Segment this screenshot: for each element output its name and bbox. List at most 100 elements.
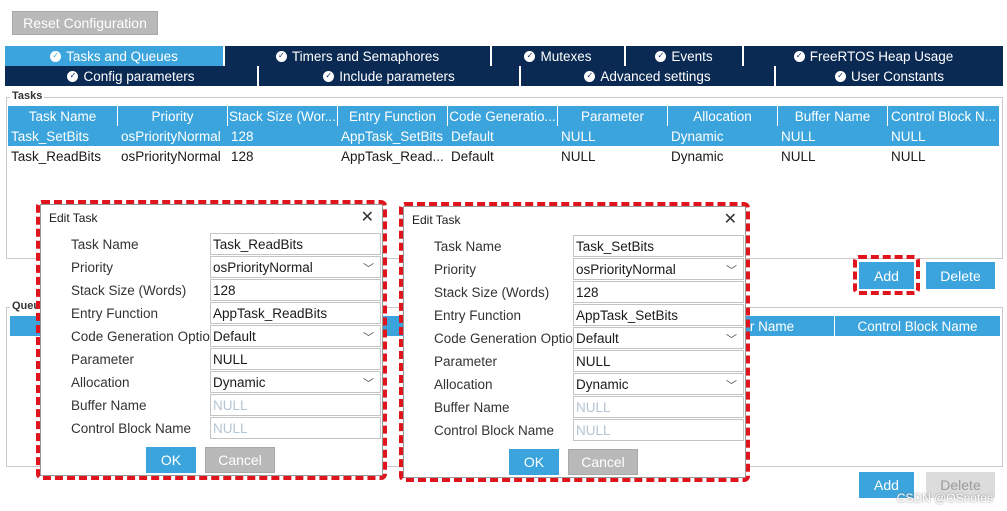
column-header[interactable]: Allocation (668, 106, 778, 126)
table-cell: NULL (561, 128, 596, 144)
tab-row-secondary: ✓ Config parameters ✓ Include parameters ✓… (5, 66, 1003, 86)
table-row[interactable]: Task_ReadBits osPriorityNormal 128 AppTa… (8, 146, 999, 166)
column-header[interactable]: Control Block Name (835, 316, 1000, 336)
stack-size-input[interactable]: 128 (573, 281, 744, 303)
tab-row-primary: ✓ Tasks and Queues ✓ Timers and Semaphores… (5, 46, 1003, 66)
delete-task-button[interactable]: Delete (926, 262, 995, 289)
tab-user-constants[interactable]: ✓ User Constants (776, 66, 1003, 86)
table-cell: Task_ReadBits (11, 148, 102, 164)
field-label: Parameter (71, 352, 135, 367)
check-circle-icon: ✓ (275, 50, 287, 62)
reset-configuration-button[interactable]: Reset Configuration (12, 11, 158, 35)
field-label: Code Generation Option (71, 329, 218, 344)
field-label: Priority (434, 262, 477, 277)
table-cell: osPriorityNormal (121, 128, 221, 144)
table-cell: AppTask_SetBits (341, 128, 444, 144)
priority-select[interactable]: osPriorityNormal ﹀ (210, 256, 381, 278)
column-header[interactable]: Entry Function (338, 106, 448, 126)
field-label: Control Block Name (434, 423, 555, 438)
cancel-button[interactable]: Cancel (568, 449, 638, 475)
delete-queue-button[interactable]: Delete (926, 472, 995, 498)
tab-advanced-settings[interactable]: ✓ Advanced settings (521, 66, 776, 86)
code-generation-select[interactable]: Default ﹀ (210, 325, 381, 347)
tab-freertos-heap-usage[interactable]: ✓ FreeRTOS Heap Usage (744, 46, 1003, 66)
column-header[interactable]: Parameter (558, 106, 668, 126)
tab-events[interactable]: ✓ Events (626, 46, 744, 66)
allocation-select[interactable]: Dynamic ﹀ (573, 373, 744, 395)
table-cell: 128 (231, 148, 254, 164)
tab-include-parameters[interactable]: ✓ Include parameters (259, 66, 521, 86)
field-label: Stack Size (Words) (71, 283, 187, 298)
table-row[interactable]: Task_SetBits osPriorityNormal 128 AppTas… (8, 126, 999, 146)
table-cell: NULL (561, 148, 596, 164)
field-label: Control Block Name (71, 421, 192, 436)
entry-function-input[interactable]: AppTask_SetBits (573, 304, 744, 326)
field-label: Parameter (434, 354, 498, 369)
field-label: Task Name (71, 237, 139, 252)
ok-button[interactable]: OK (509, 449, 559, 475)
control-block-name-input[interactable]: NULL (573, 419, 744, 441)
check-circle-icon: ✓ (655, 50, 667, 62)
check-circle-icon: ✓ (793, 50, 805, 62)
column-header[interactable]: Code Generatio... (448, 106, 558, 126)
column-header[interactable]: Buffer Name (778, 106, 888, 126)
parameter-input[interactable]: NULL (573, 350, 744, 372)
chevron-down-icon: ﹀ (363, 378, 374, 390)
check-circle-icon: ✓ (584, 70, 596, 82)
column-header[interactable]: Control Block N... (888, 106, 999, 126)
control-block-name-input[interactable]: NULL (210, 417, 381, 439)
field-label: Task Name (434, 239, 502, 254)
column-header[interactable]: Priority (118, 106, 228, 126)
watermark: CSDN @OSnotes (896, 491, 993, 505)
column-header[interactable]: Stack Size (Wor... (228, 106, 338, 126)
field-label: Priority (71, 260, 114, 275)
field-label: Buffer Name (434, 400, 510, 415)
dialog-title: Edit Task (412, 213, 461, 227)
ok-button[interactable]: OK (146, 447, 196, 473)
task-name-input[interactable]: Task_SetBits (573, 235, 744, 257)
tasks-group-label: Tasks (10, 90, 45, 102)
chevron-down-icon: ﹀ (726, 265, 737, 277)
close-icon[interactable]: ✕ (723, 211, 737, 228)
check-circle-icon: ✓ (67, 70, 79, 82)
table-cell: AppTask_Read... (341, 148, 444, 164)
add-task-button[interactable]: Add (859, 262, 914, 289)
table-cell: NULL (891, 128, 926, 144)
tab-tasks-and-queues[interactable]: ✓ Tasks and Queues (5, 46, 225, 66)
close-icon[interactable]: ✕ (360, 209, 374, 226)
priority-select[interactable]: osPriorityNormal ﹀ (573, 258, 744, 280)
column-header[interactable]: Task Name (8, 106, 118, 126)
field-label: Buffer Name (71, 398, 147, 413)
table-cell: NULL (781, 128, 816, 144)
parameter-input[interactable]: NULL (210, 348, 381, 370)
tab-config-parameters[interactable]: ✓ Config parameters (5, 66, 259, 86)
tasks-table-header: Task Name Priority Stack Size (Wor... En… (8, 106, 999, 126)
field-label: Stack Size (Words) (434, 285, 550, 300)
dialog-title: Edit Task (49, 211, 98, 225)
field-label: Code Generation Option (434, 331, 581, 346)
stack-size-input[interactable]: 128 (210, 279, 381, 301)
chevron-down-icon: ﹀ (363, 263, 374, 275)
table-cell: 128 (231, 128, 254, 144)
add-queue-button[interactable]: Add (859, 472, 914, 498)
task-name-input[interactable]: Task_ReadBits (210, 233, 381, 255)
check-circle-icon: ✓ (834, 70, 846, 82)
tab-mutexes[interactable]: ✓ Mutexes (492, 46, 626, 66)
allocation-select[interactable]: Dynamic ﹀ (210, 371, 381, 393)
entry-function-input[interactable]: AppTask_ReadBits (210, 302, 381, 324)
edit-task-dialog-setbits: Edit Task ✕ Task Name Priority Stack Siz… (403, 206, 746, 478)
code-generation-select[interactable]: Default ﹀ (573, 327, 744, 349)
edit-task-dialog-readbits: Edit Task ✕ Task Name Priority Stack Siz… (40, 204, 383, 476)
chevron-down-icon: ﹀ (726, 334, 737, 346)
table-cell: Dynamic (671, 128, 724, 144)
tab-timers-and-semaphores[interactable]: ✓ Timers and Semaphores (225, 46, 492, 66)
table-cell: osPriorityNormal (121, 148, 221, 164)
cancel-button[interactable]: Cancel (205, 447, 275, 473)
buffer-name-input[interactable]: NULL (210, 394, 381, 416)
check-circle-icon: ✓ (524, 50, 536, 62)
table-cell: NULL (891, 148, 926, 164)
field-label: Allocation (434, 377, 493, 392)
table-cell: Default (451, 128, 494, 144)
chevron-down-icon: ﹀ (363, 332, 374, 344)
buffer-name-input[interactable]: NULL (573, 396, 744, 418)
